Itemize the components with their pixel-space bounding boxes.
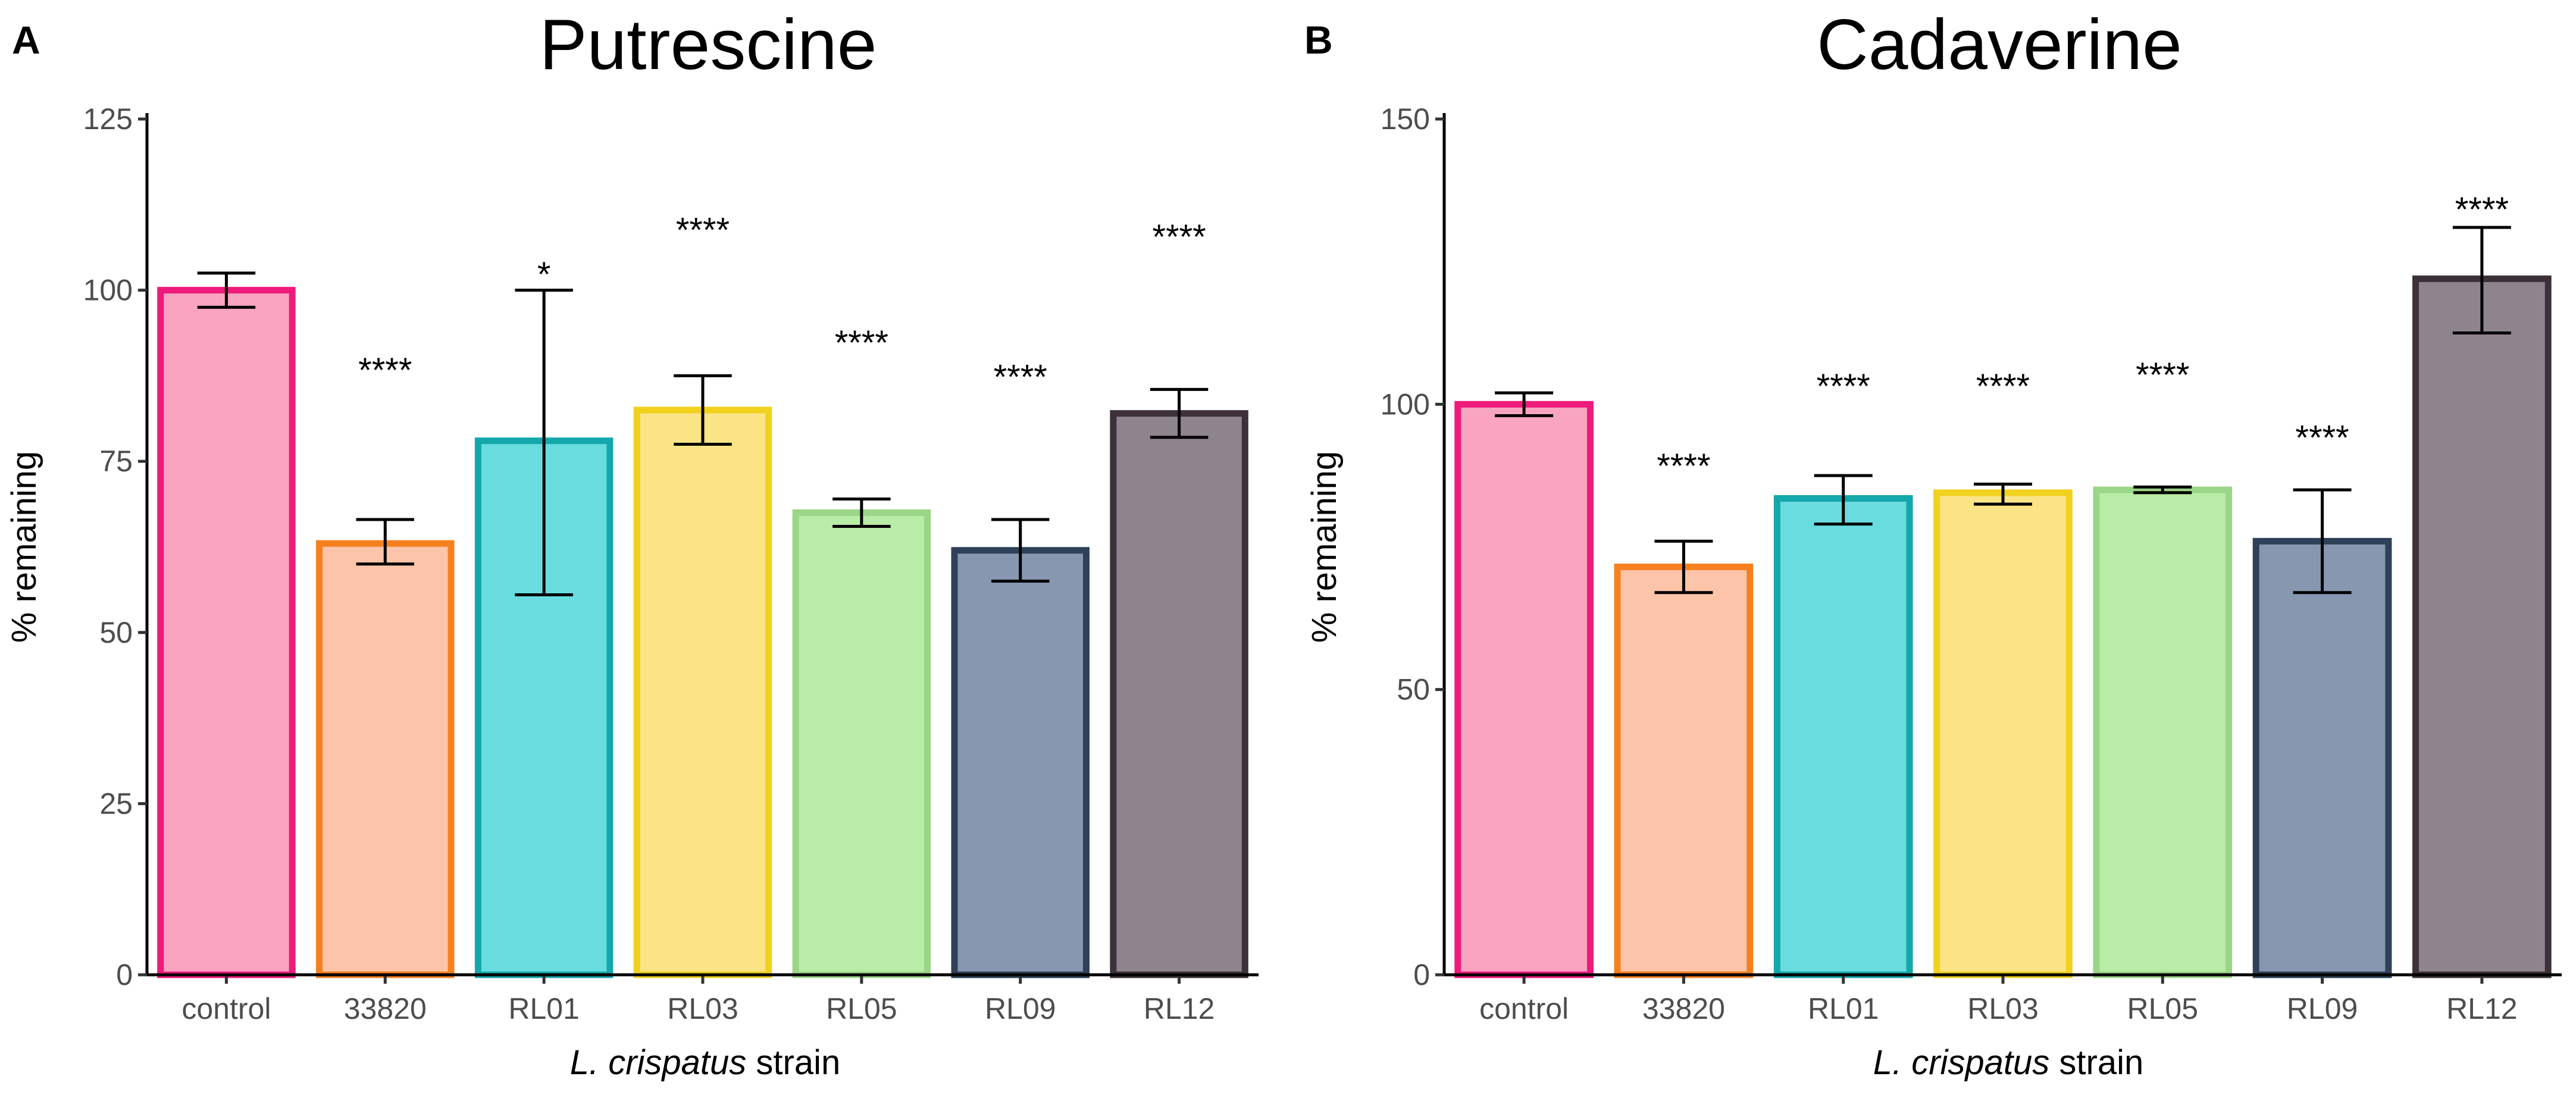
significance-label: **** bbox=[994, 358, 1047, 397]
y-tick-label: 50 bbox=[1397, 673, 1430, 706]
bar-rl12 bbox=[1110, 410, 1248, 978]
y-tick-label: 75 bbox=[99, 445, 133, 478]
significance-label: **** bbox=[2295, 418, 2349, 457]
x-axis-title-species: L. crispatus bbox=[570, 1043, 747, 1082]
significance-label: **** bbox=[835, 324, 888, 362]
chart-title: Putrescine bbox=[540, 5, 877, 85]
significance-label: **** bbox=[2455, 190, 2509, 229]
y-tick-label: 150 bbox=[1381, 102, 1430, 136]
x-tick-label: 33820 bbox=[1642, 992, 1725, 1025]
x-tick-label: control bbox=[181, 992, 271, 1025]
x-axis-title: L. crispatus strain bbox=[1873, 1043, 2144, 1082]
y-axis-title: % remaining bbox=[5, 451, 43, 643]
x-tick-label: RL05 bbox=[826, 992, 897, 1025]
y-tick-label: 100 bbox=[83, 274, 133, 307]
bar-control bbox=[157, 287, 296, 978]
bar-rl05 bbox=[2093, 486, 2233, 978]
x-axis-title: L. crispatus strain bbox=[570, 1043, 841, 1082]
y-tick-label: 100 bbox=[1381, 387, 1430, 421]
x-tick-label: RL05 bbox=[2127, 992, 2199, 1025]
significance-label: **** bbox=[1817, 367, 1870, 406]
chart-title: Cadaverine bbox=[1817, 5, 2182, 85]
x-axis-title-suffix: strain bbox=[2049, 1043, 2143, 1082]
x-tick-label: RL12 bbox=[1144, 992, 1215, 1025]
bar-rl03 bbox=[633, 406, 772, 978]
panel-b: B Cadaverine control **** 33820 **** RL01 **** R… bbox=[1304, 5, 2562, 1082]
significance-label: **** bbox=[676, 211, 730, 249]
bar-rl03 bbox=[1933, 489, 2073, 978]
bar-33820 bbox=[1614, 564, 1754, 978]
x-axis-title-species: L. crispatus bbox=[1873, 1043, 2050, 1082]
panel-letter: A bbox=[12, 18, 40, 62]
y-axis-title: % remaining bbox=[1305, 451, 1344, 643]
x-tick-label: RL01 bbox=[508, 992, 580, 1025]
x-axis-title-suffix: strain bbox=[746, 1043, 840, 1082]
significance-label: * bbox=[537, 255, 551, 294]
bar-rl09 bbox=[2252, 537, 2392, 978]
x-tick-label: RL03 bbox=[1967, 992, 2039, 1025]
x-tick-label: RL09 bbox=[985, 992, 1056, 1025]
significance-label: **** bbox=[1152, 218, 1206, 256]
y-tick-label: 125 bbox=[83, 102, 133, 136]
significance-label: **** bbox=[358, 351, 412, 390]
y-tick-label: 25 bbox=[99, 787, 133, 820]
y-tick-label: 50 bbox=[99, 616, 133, 649]
y-tick-label: 0 bbox=[116, 958, 133, 991]
bar-rl05 bbox=[792, 509, 931, 978]
x-tick-label: RL12 bbox=[2446, 992, 2518, 1025]
x-tick-label: 33820 bbox=[344, 992, 427, 1025]
panel-a: A Putrescine control **** 33820 * RL01 **** RL03… bbox=[5, 5, 1259, 1082]
significance-label: **** bbox=[1657, 447, 1710, 486]
bar-rl09 bbox=[951, 547, 1090, 978]
bar-rl12 bbox=[2412, 275, 2552, 978]
significance-label: **** bbox=[2136, 356, 2189, 395]
x-tick-label: control bbox=[1479, 992, 1569, 1025]
significance-label: **** bbox=[1976, 367, 2030, 406]
x-tick-label: RL03 bbox=[667, 992, 738, 1025]
panel-letter: B bbox=[1304, 18, 1333, 62]
bar-control bbox=[1454, 401, 1594, 978]
y-tick-label: 0 bbox=[1413, 958, 1430, 991]
bar-rl01 bbox=[1773, 495, 1913, 978]
x-tick-label: RL09 bbox=[2287, 992, 2358, 1025]
x-tick-label: RL01 bbox=[1808, 992, 1879, 1025]
bar-33820 bbox=[316, 540, 455, 978]
